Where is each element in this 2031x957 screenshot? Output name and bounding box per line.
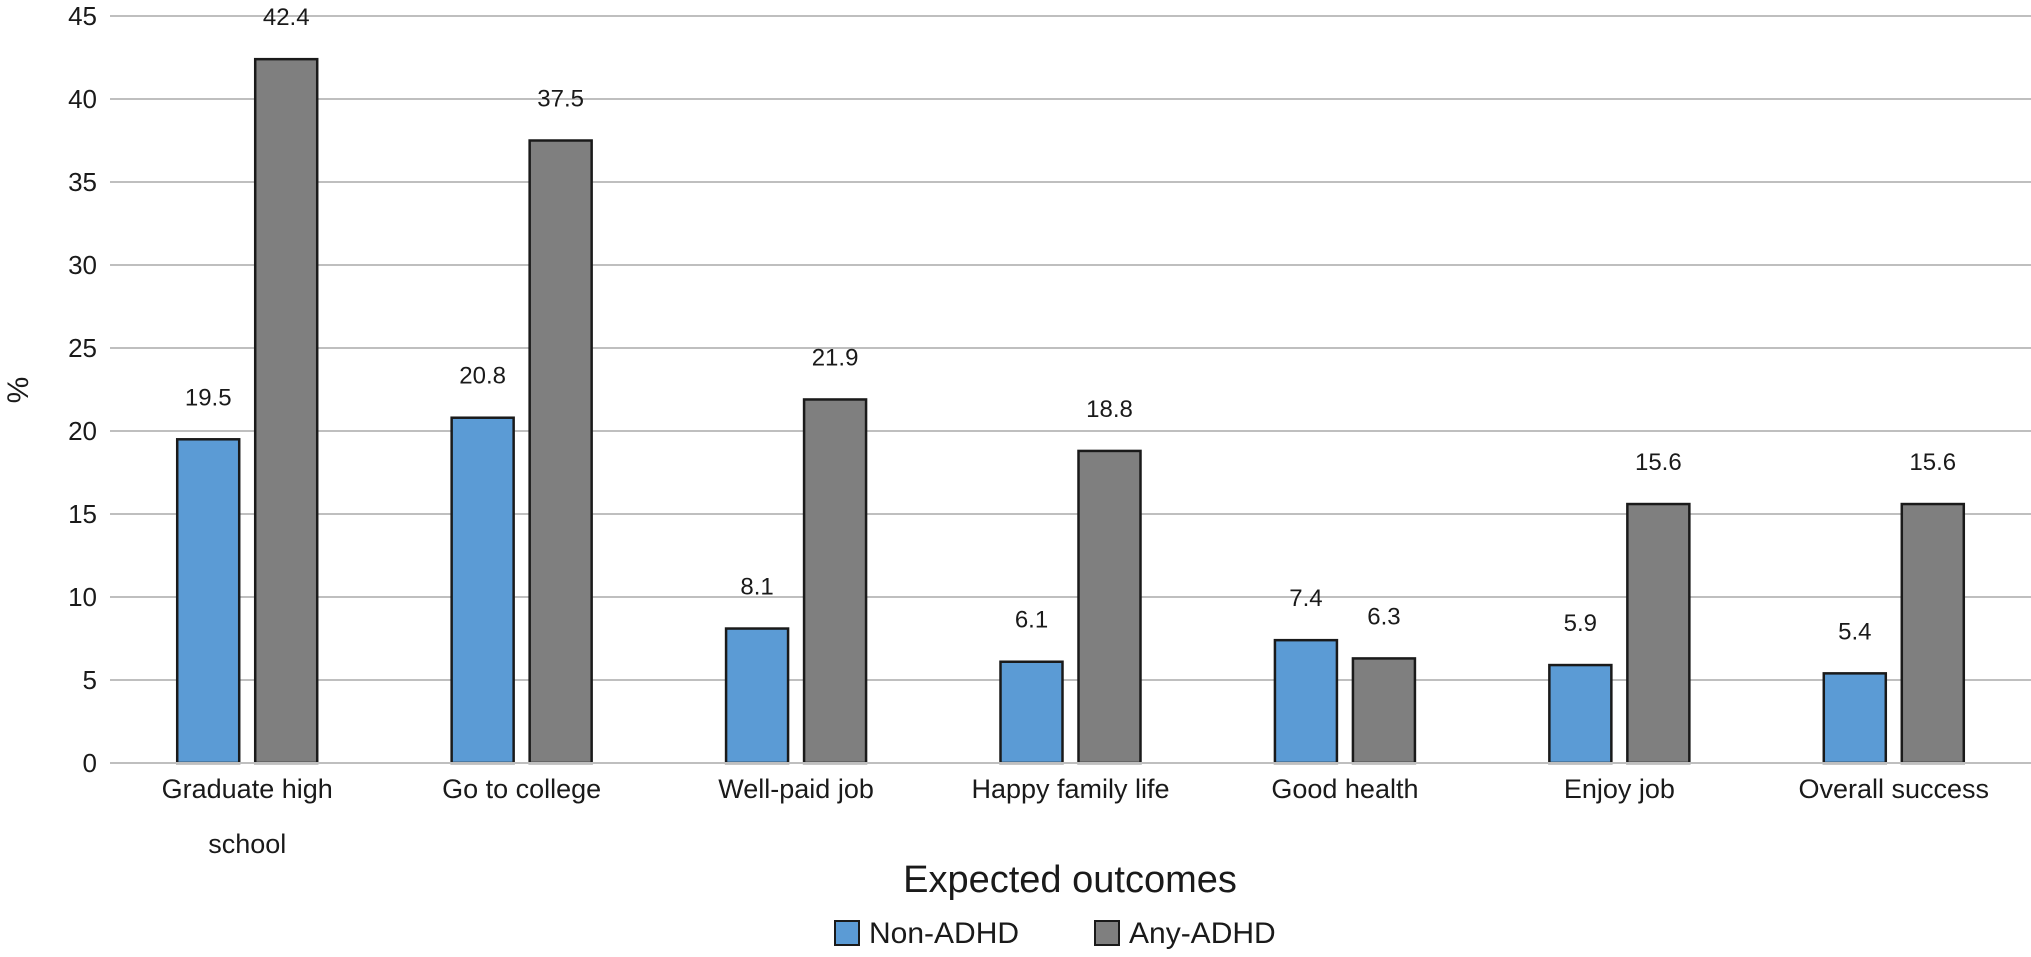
bar-non-adhd-2 [724,627,790,765]
data-label: 37.5 [537,86,584,113]
bar-non-adhd-5 [1548,663,1613,765]
y-tick-label: 45 [68,1,97,31]
x-axis-label: Expected outcomes [903,859,1237,901]
bar-non-adhd-6 [1822,672,1888,765]
y-tick-label: 10 [68,582,97,612]
data-label: 8.1 [740,574,773,601]
x-axis-ticks: Graduate high school Go to college Well-pai… [162,774,1989,859]
y-tick-label: 5 [83,665,97,695]
bar-any-adhd-1 [528,139,593,765]
data-label: 42.4 [263,4,310,31]
data-label: 21.9 [812,344,859,371]
x-tick-label: Enjoy job [1564,774,1675,804]
legend-swatch-any-adhd [1094,920,1120,946]
data-label: 7.4 [1289,585,1322,612]
x-tick-label: Overall success [1799,774,1990,804]
gridlines [110,15,2031,681]
data-label: 20.8 [459,363,506,390]
y-tick-label: 15 [68,499,97,529]
y-axis-label: % [2,377,35,404]
y-tick-label: 20 [68,416,97,446]
bar-non-adhd-3 [999,660,1064,765]
data-label: 15.6 [1909,449,1956,476]
x-tick-label: Go to college [442,774,601,804]
bar-any-adhd-6 [1900,502,1966,765]
legend-swatch-non-adhd [834,920,860,946]
bar-non-adhd-4 [1273,638,1339,765]
data-label: 15.6 [1635,449,1682,476]
bar-any-adhd-5 [1626,502,1691,765]
bar-non-adhd-1 [450,416,515,765]
x-tick-label: Happy family life [971,774,1169,804]
y-tick-label: 25 [68,333,97,363]
bar-any-adhd-3 [1077,449,1142,765]
bar-any-adhd-0 [253,57,319,765]
data-label: 6.3 [1367,603,1400,630]
x-tick-label: Graduate high [162,774,333,804]
data-label: 19.5 [185,384,232,411]
bar-any-adhd-2 [802,398,868,765]
y-tick-label: 35 [68,167,97,197]
bar-any-adhd-4 [1351,657,1417,765]
legend-label: Any-ADHD [1129,917,1276,950]
bars [175,57,1966,765]
legend-label: Non-ADHD [869,917,1019,950]
x-tick-label: Good health [1271,774,1418,804]
data-label: 18.8 [1086,396,1133,423]
y-tick-label: 30 [68,250,97,280]
data-labels: 19.5 42.4 20.8 37.5 8.1 21.9 6.1 18.8 7.4 6.3 5.9 1… [185,4,1956,645]
y-tick-label: 40 [68,84,97,114]
bar-non-adhd-0 [175,438,241,765]
data-label: 5.4 [1838,618,1871,645]
x-tick-label: Well-paid job [718,774,874,804]
data-label: 5.9 [1564,610,1597,637]
legend: Non-ADHD Any-ADHD [834,917,1276,950]
y-axis-ticks: 0 5 10 15 20 25 30 35 40 45 [68,1,97,778]
x-tick-label: school [208,829,286,859]
y-tick-label: 0 [83,748,97,778]
data-label: 6.1 [1015,607,1048,634]
